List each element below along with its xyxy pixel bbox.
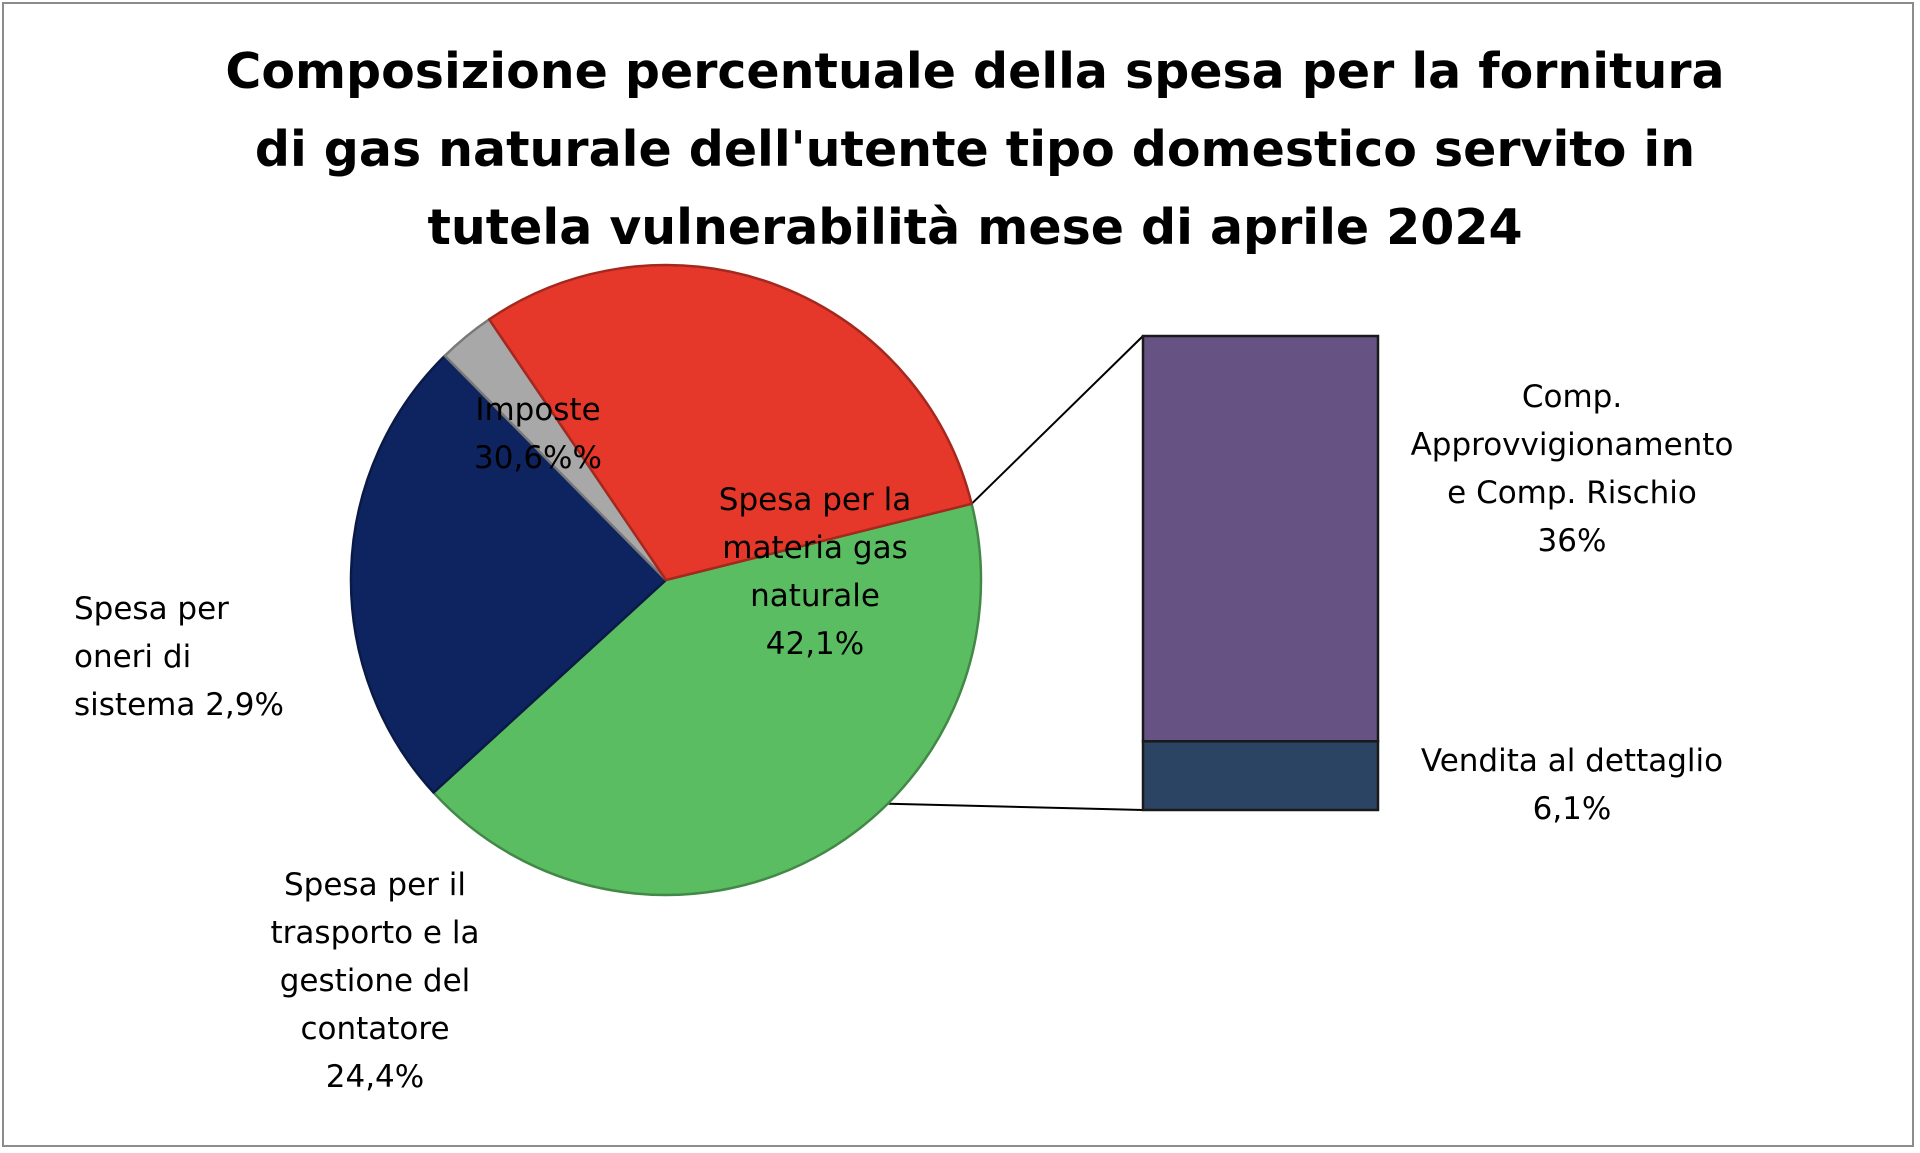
bar-label-vendita-al-dettaglio: Vendita al dettaglio 6,1% <box>1421 743 1723 827</box>
pie <box>349 263 983 897</box>
bar-label-comp-approvvigionamento-e-comp-rischio: Comp. Approvvigionamento e Comp. Rischio 36… <box>1411 379 1734 559</box>
bar-segment-vendita-al-dettaglio <box>1141 740 1380 812</box>
chart-title-line-1: Composizione percentuale della spesa per… <box>225 43 1724 100</box>
pie-label-imposte: Imposte 30,6%% <box>474 392 602 476</box>
pie-slice-spesa-per-il-trasporto-e-la-gestione-del-contatore <box>349 354 668 794</box>
pie-slice-spesa-per-la-materia-gas-naturale <box>432 502 983 897</box>
pie-label-spesa-per-la-materia-gas-naturale: Spesa per la materia gas naturale 42,1% <box>719 482 911 662</box>
connector-line-top <box>970 335 1144 505</box>
chart-title: Composizione percentuale della spesa per… <box>225 43 1724 256</box>
pie-label-spesa-per-oneri-di-sistema: Spesa per oneri di sistema 2,9% <box>74 591 284 723</box>
breakdown-bar <box>1141 334 1380 812</box>
chart-title-line-3: tutela vulnerabilità mese di aprile 2024 <box>427 199 1522 256</box>
data-labels: Spesa per la materia gas naturale 42,1% Spes… <box>74 379 1733 1095</box>
chart-title-line-2: di gas naturale dell'utente tipo domesti… <box>255 121 1695 178</box>
pie-slice-imposte <box>487 263 973 582</box>
pie-label-spesa-per-il-trasporto-e-la-gestione-del-contatore: Spesa per il trasporto e la gestione del co… <box>271 867 480 1095</box>
bar-segment-comp-approvvigionamento-e-comp-rischio <box>1141 334 1380 743</box>
